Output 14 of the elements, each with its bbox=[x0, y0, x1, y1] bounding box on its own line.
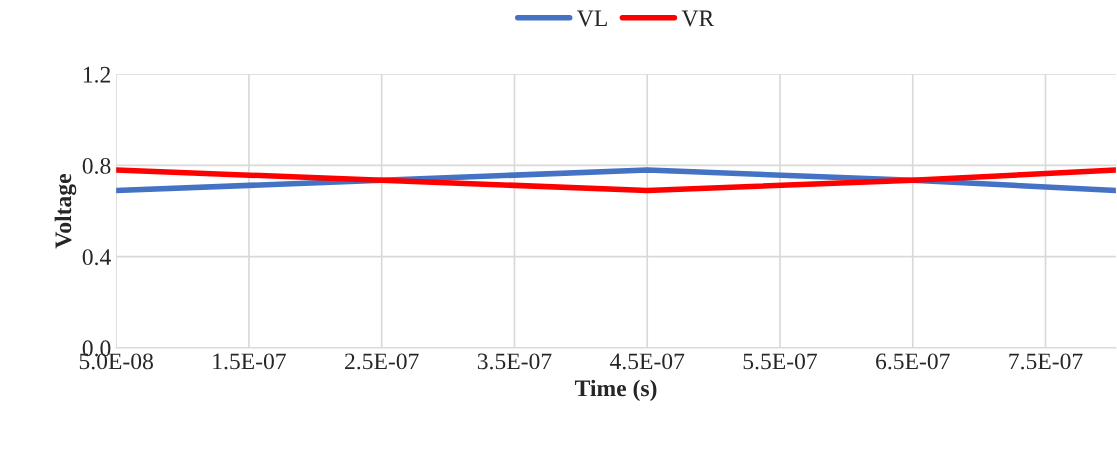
y-axis-title: Voltage bbox=[54, 174, 77, 249]
x-axis-title: Time (s) bbox=[574, 379, 657, 402]
x-tick-label: 2.5E-07 bbox=[345, 353, 419, 370]
x-tick-label: 5.5E-07 bbox=[743, 353, 818, 370]
x-tick-label: 3.5E-07 bbox=[477, 353, 552, 370]
x-tick-label: 1.5E-07 bbox=[213, 353, 286, 370]
y-tick-label: 0.4 bbox=[82, 249, 111, 266]
legend-label: VR bbox=[681, 10, 715, 27]
x-tick-label: 6.5E-07 bbox=[876, 353, 950, 370]
x-tick-label: 4.5E-07 bbox=[609, 353, 685, 370]
x-tick-label: 7.5E-07 bbox=[1009, 353, 1083, 370]
y-tick-label: 0.8 bbox=[82, 157, 111, 174]
y-tick-label: 1.2 bbox=[83, 66, 110, 83]
legend-label: VL bbox=[577, 10, 607, 27]
